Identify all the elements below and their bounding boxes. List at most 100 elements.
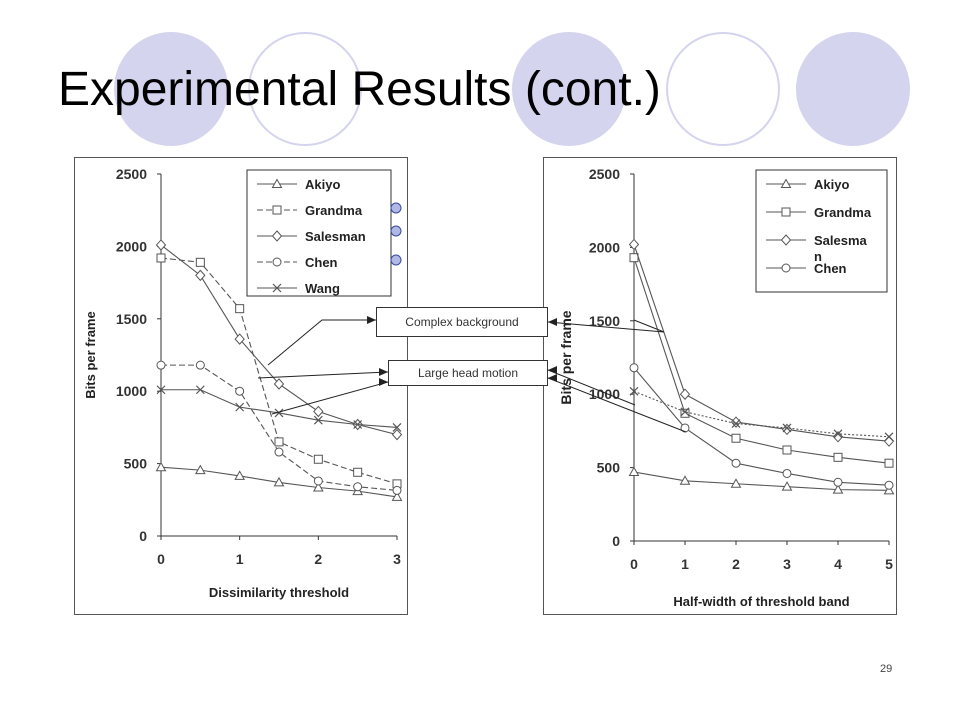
x-tick-label: 1 (236, 551, 244, 567)
arrowhead (379, 368, 388, 376)
data-point (833, 452, 843, 462)
x-tick-label: 1 (681, 556, 689, 572)
decorative-ring (666, 32, 780, 146)
arrowhead (548, 318, 557, 326)
page-number: 29 (880, 663, 893, 675)
data-point (782, 423, 792, 433)
chart-half-width-threshold-band: 0 500 1000 1500 2000 2500 0 1 2 3 4 5 Half-width of … (558, 166, 895, 609)
x-tick-label: 3 (393, 551, 401, 567)
x-tick-label: 0 (630, 556, 638, 572)
y-tick-label: 0 (139, 528, 147, 544)
series-akiyo (628, 466, 895, 495)
slide-title: Experimental Results (cont.) (58, 63, 661, 116)
legend-label: Chen (814, 261, 847, 276)
data-point (156, 360, 166, 370)
series-line (633, 367, 890, 486)
legend-marker (780, 178, 792, 188)
data-point (353, 467, 363, 477)
data-point (353, 482, 363, 492)
data-point (155, 461, 167, 472)
data-point (273, 378, 285, 390)
data-point (234, 333, 245, 345)
data-point (392, 422, 402, 432)
legend-label: Salesman (305, 229, 366, 244)
data-point (195, 360, 205, 370)
arrowhead (379, 378, 388, 386)
y-axis-label: Bits per frame (558, 310, 574, 404)
series-grandma (629, 253, 894, 468)
callout-connector (547, 377, 687, 433)
data-point (312, 481, 324, 492)
data-point (194, 464, 206, 475)
data-point (313, 415, 323, 425)
data-point (195, 269, 206, 282)
legend-label: Akiyo (814, 177, 849, 192)
x-tick-label: 3 (783, 556, 791, 572)
y-tick-label: 500 (597, 460, 621, 476)
data-point (156, 253, 166, 263)
data-point (782, 445, 792, 455)
data-point (731, 433, 741, 443)
data-point (680, 407, 690, 417)
data-point (235, 386, 245, 396)
x-tick-label: 5 (885, 556, 893, 572)
arrowhead (367, 316, 376, 324)
y-tick-label: 2000 (589, 239, 620, 255)
data-point (883, 484, 895, 495)
callout-connector (257, 371, 389, 379)
legend-marker (781, 263, 791, 273)
series-series (629, 386, 894, 442)
data-point (313, 405, 324, 418)
y-tick-label: 2000 (116, 238, 147, 254)
y-tick-label: 0 (612, 533, 620, 549)
data-point (274, 437, 284, 447)
legend-label: Akiyo (305, 177, 340, 192)
legend-label: Wang (305, 281, 340, 296)
decorative-circle (512, 32, 626, 146)
legend-label: Chen (305, 255, 338, 270)
data-point (156, 385, 166, 395)
series-line (633, 257, 890, 464)
legend-marker (781, 207, 791, 217)
blue-dot (390, 254, 402, 266)
arrowhead (548, 374, 557, 382)
data-point (274, 408, 284, 418)
decorative-circle (796, 32, 910, 146)
y-tick-label: 500 (124, 456, 148, 472)
data-point (679, 475, 691, 485)
data-point (391, 428, 403, 441)
series-chen (156, 360, 402, 495)
legend-label: Salesma (814, 233, 868, 248)
callout-complex-background: Complex background (376, 307, 548, 337)
chart-dissimilarity-threshold: 0 500 1000 1500 2000 2500 0 1 2 3 Dissimilarity th… (83, 166, 403, 600)
y-tick-label: 1500 (116, 311, 147, 327)
data-point (679, 388, 691, 400)
arrowhead (548, 366, 557, 374)
x-tick-label: 2 (732, 556, 740, 572)
legend-marker (272, 257, 282, 267)
x-tick-label: 2 (314, 551, 322, 567)
callout-connector (267, 319, 376, 366)
legend-marker (271, 178, 283, 188)
data-point (234, 470, 246, 480)
callout-connector (547, 369, 636, 406)
data-point (832, 484, 844, 494)
legend-marker (272, 205, 282, 215)
legend-label: Grandma (305, 203, 363, 218)
data-point (391, 491, 403, 501)
data-point (629, 386, 639, 396)
legend-box (755, 169, 888, 293)
series-line (633, 471, 890, 491)
data-point (884, 432, 894, 442)
data-point (628, 238, 640, 251)
data-point (884, 458, 894, 468)
data-point (730, 478, 742, 488)
data-point (731, 419, 741, 428)
callout-large-head-motion: Large head motion (388, 360, 548, 386)
data-point (274, 447, 284, 457)
data-point (884, 480, 894, 490)
data-point (731, 458, 741, 468)
callout-connector (271, 381, 389, 415)
series-grandma (156, 253, 402, 489)
